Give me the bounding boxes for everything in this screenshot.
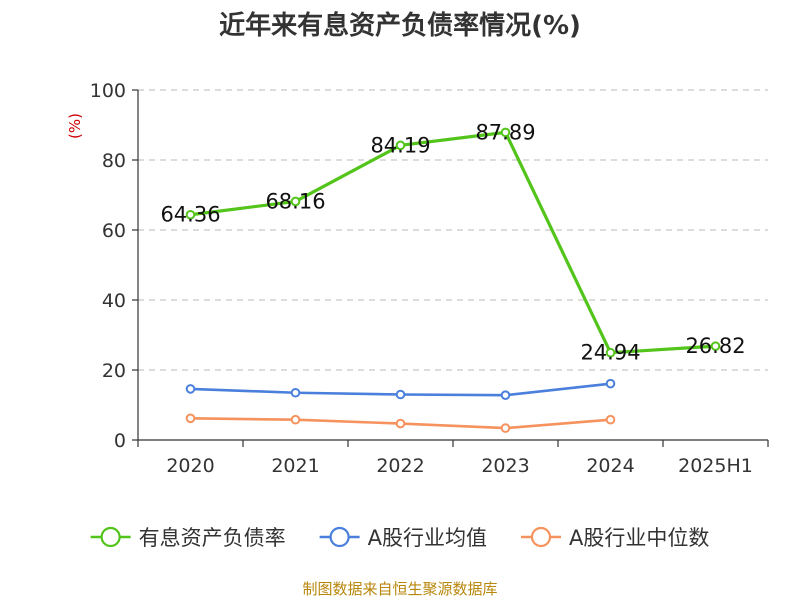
data-labels-group: 64.36 68.16 84.19 87.89 24.94 26.82 <box>160 120 745 364</box>
y-tick-label: 40 <box>102 290 126 312</box>
legend-marker-circle <box>100 526 121 548</box>
data-point <box>290 387 301 398</box>
x-tick-label: 2022 <box>376 455 424 477</box>
legend-marker-circle <box>329 526 350 548</box>
data-point <box>290 414 301 425</box>
data-point <box>605 378 616 389</box>
data-point <box>710 341 721 351</box>
data-label: 26.82 <box>685 334 745 358</box>
data-point <box>395 389 406 400</box>
data-point <box>185 209 196 220</box>
series-line-0 <box>188 130 718 355</box>
y-tick-label: 100 <box>90 80 126 102</box>
source-note: 制图数据来自恒生聚源数据库 <box>302 580 497 598</box>
data-point <box>185 384 196 394</box>
legend: 有息资产负债率 A股行业均值 A股行业中位数 <box>90 526 709 550</box>
x-tick-label: 2023 <box>481 455 529 477</box>
x-tick-label: 2024 <box>586 455 634 477</box>
data-label: 87.89 <box>475 120 535 144</box>
legend-label: A股行业均值 <box>368 526 487 550</box>
y-tick-label: 60 <box>102 220 126 242</box>
x-tick-label: 2021 <box>271 455 319 477</box>
data-point <box>290 196 301 207</box>
axes <box>132 89 769 447</box>
legend-label: A股行业中位数 <box>569 526 709 550</box>
x-tick-labels: 2020 2021 2022 2023 2024 2025H1 <box>166 455 753 477</box>
x-tick-label: 2025H1 <box>678 455 753 477</box>
data-label: 68.16 <box>265 189 325 213</box>
y-tick-label: 0 <box>114 430 126 452</box>
data-point <box>395 418 406 429</box>
y-tick-label: 80 <box>102 150 126 172</box>
legend-marker-circle <box>530 526 552 548</box>
data-point <box>500 127 511 138</box>
data-point <box>395 140 406 151</box>
data-point <box>500 390 511 401</box>
y-tick-label: 20 <box>102 360 126 382</box>
chart-title: 近年来有息资产负债率情况(%) <box>219 10 581 41</box>
x-tick-label: 2020 <box>166 455 214 477</box>
data-point <box>605 347 616 358</box>
series-group <box>185 127 721 433</box>
data-label: 84.19 <box>370 133 430 157</box>
data-point <box>605 414 616 425</box>
data-point <box>185 413 196 424</box>
y-tick-labels: 0 20 40 60 80 100 <box>90 80 126 452</box>
data-point <box>500 423 511 433</box>
grid-lines <box>138 89 768 371</box>
y-axis-unit-label: (%) <box>66 113 84 139</box>
data-label: 24.94 <box>580 341 640 365</box>
legend-label: 有息资产负债率 <box>139 526 286 550</box>
data-label: 64.36 <box>160 203 220 227</box>
